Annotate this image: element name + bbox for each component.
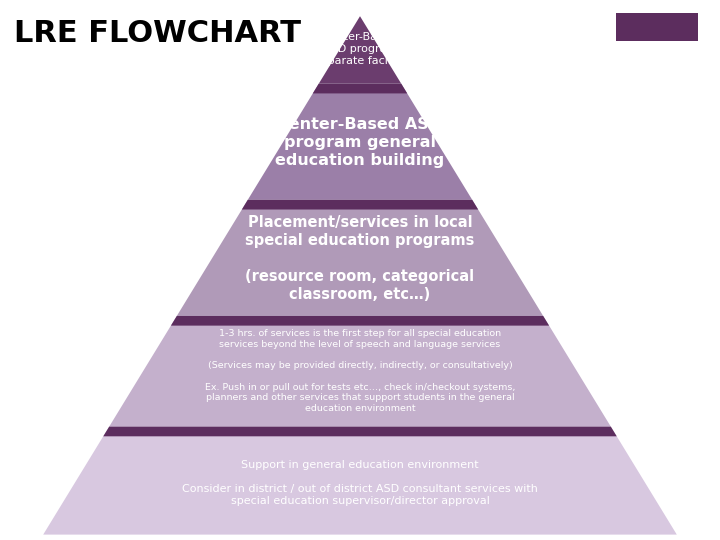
Polygon shape [312,84,408,93]
Polygon shape [109,316,611,427]
Polygon shape [171,316,549,326]
Bar [616,14,698,40]
Polygon shape [43,427,677,535]
Text: LRE FLOWCHART: LRE FLOWCHART [14,19,302,48]
Text: 1-3 hrs. of services is the first step for all special education
services beyond: 1-3 hrs. of services is the first step f… [204,329,516,413]
Polygon shape [242,200,478,210]
Polygon shape [319,16,401,84]
Text: Center-Based
ASD program
separate facility: Center-Based ASD program separate facili… [315,32,405,65]
Text: Center-Based ASD
program general
education building: Center-Based ASD program general educati… [275,117,445,167]
Polygon shape [248,84,472,200]
Polygon shape [177,200,543,316]
Polygon shape [103,427,617,436]
Text: Placement/services in local
special education programs

(resource room, categori: Placement/services in local special educ… [246,214,474,302]
Text: Support in general education environment

Consider in district / out of district: Support in general education environment… [182,460,538,507]
